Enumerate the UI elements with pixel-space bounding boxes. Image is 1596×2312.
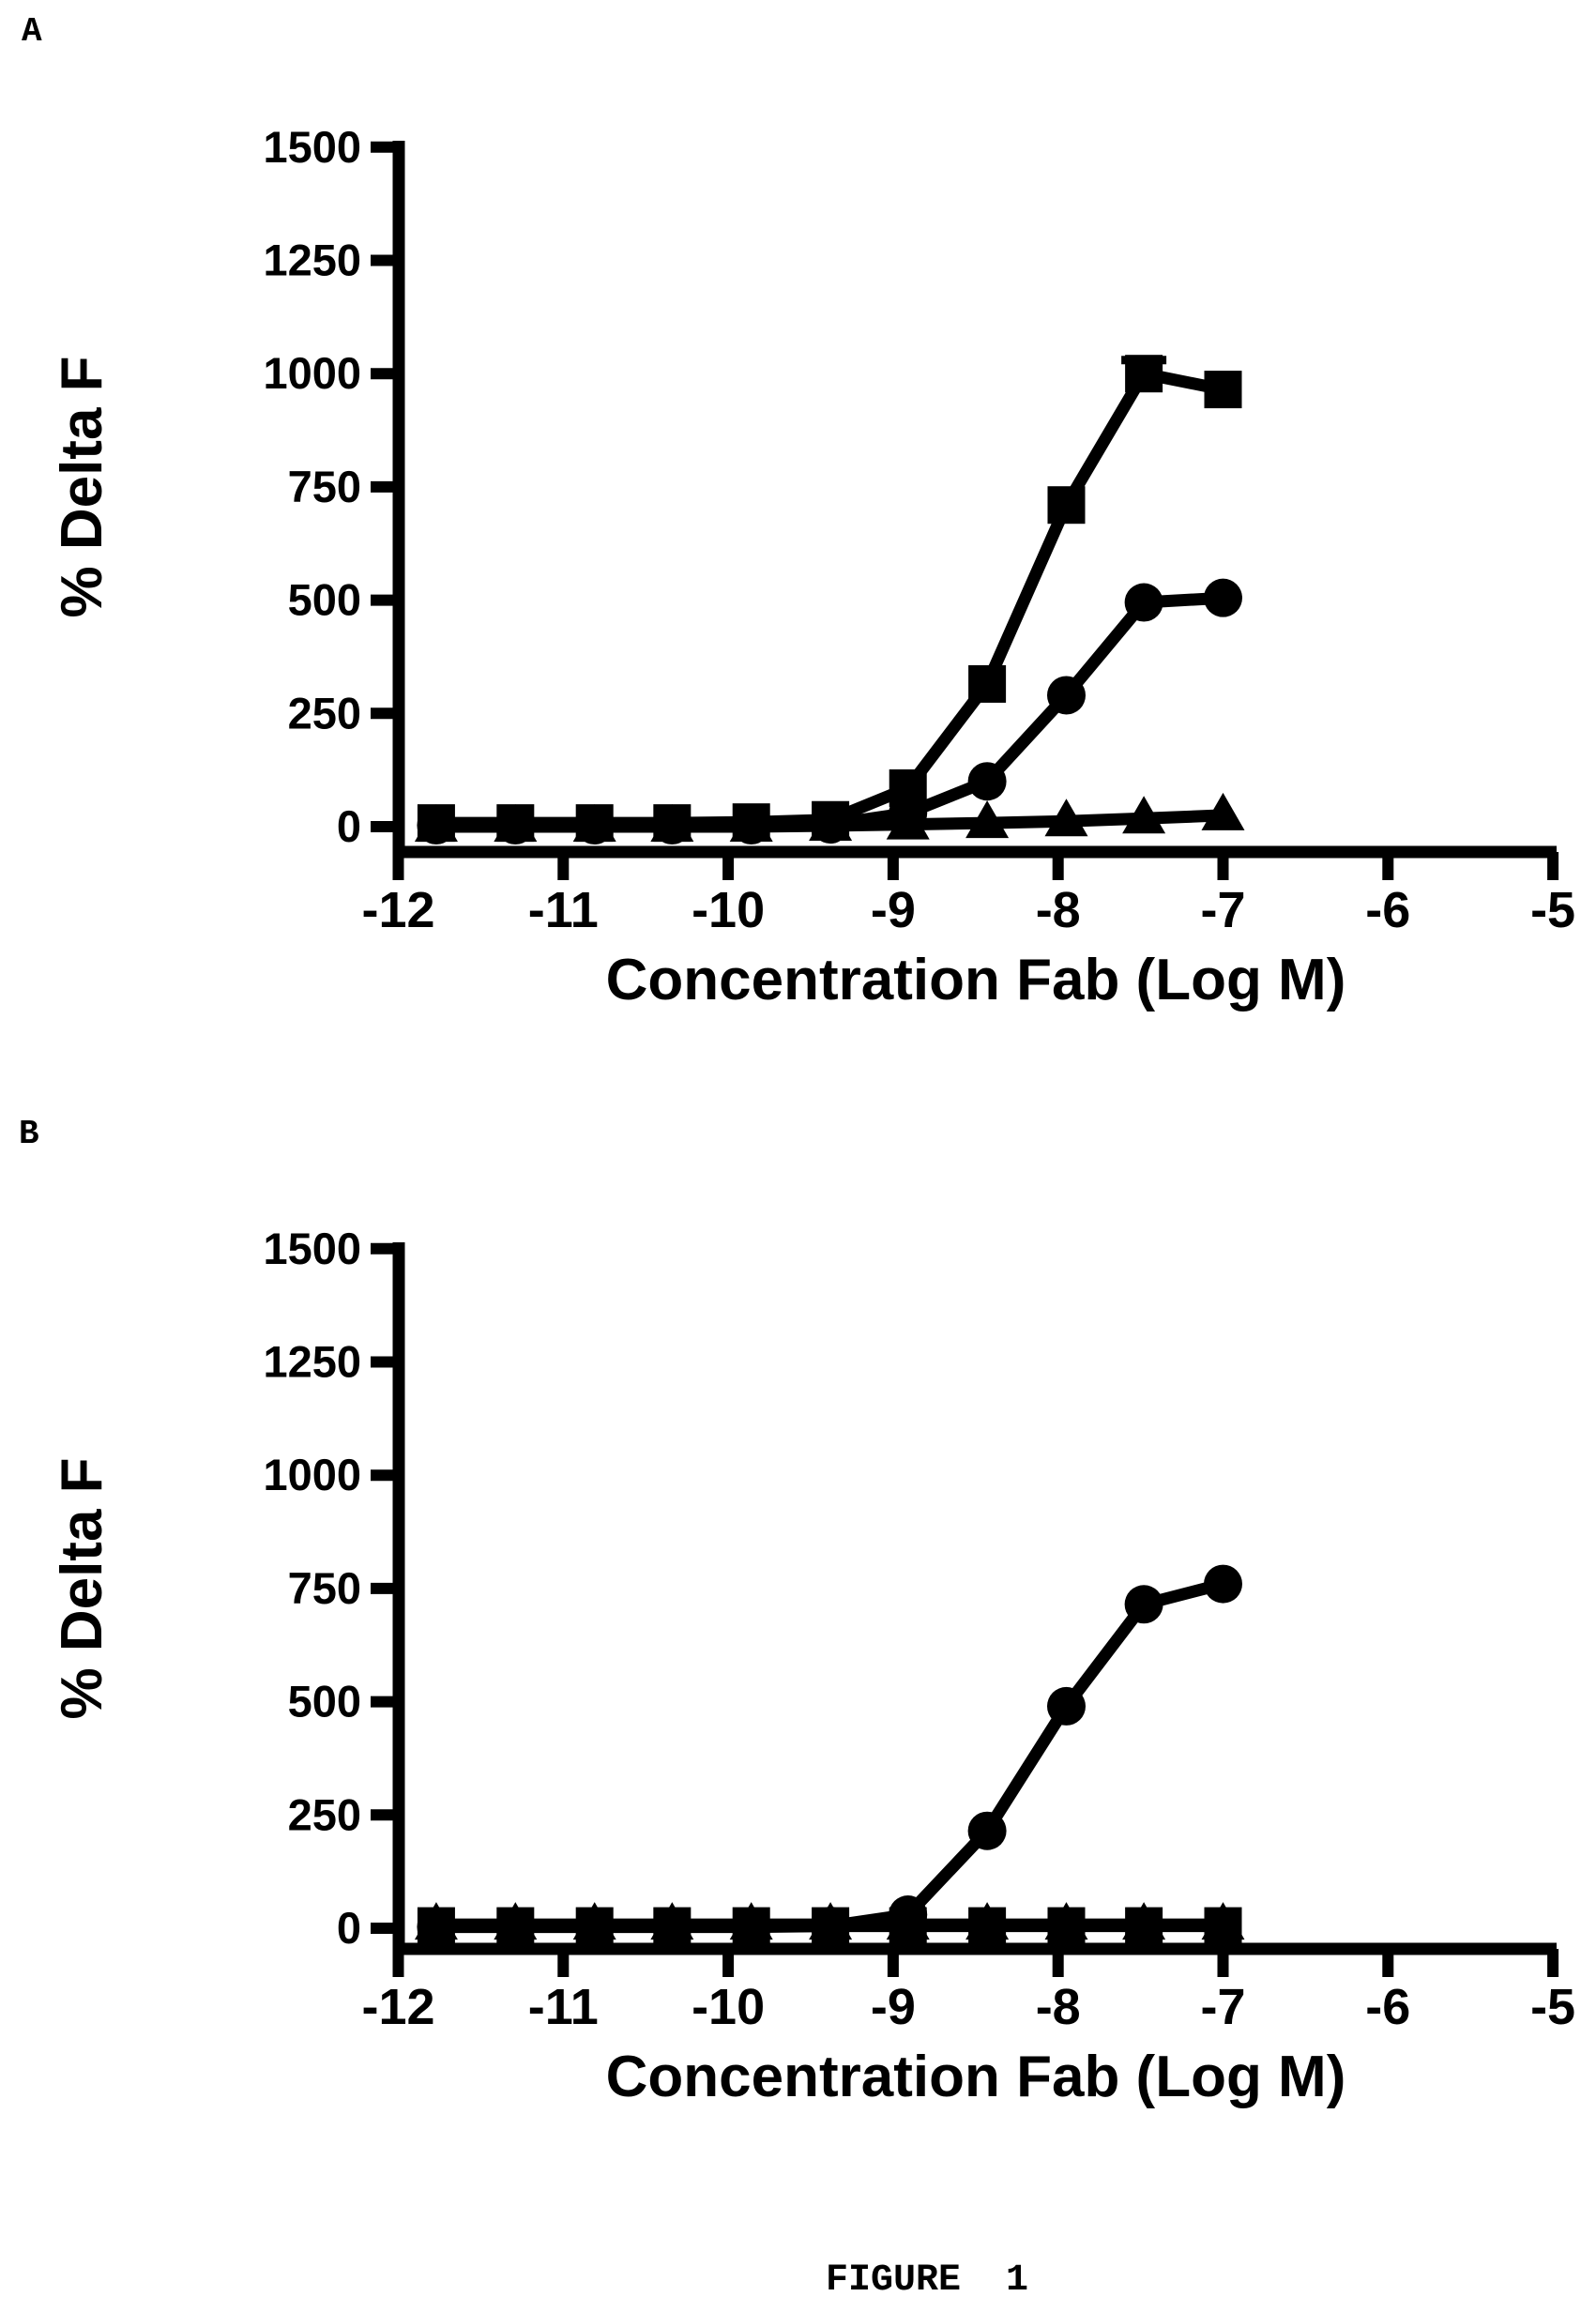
x-tick-label: -5 bbox=[1530, 882, 1575, 938]
y-tick-label: 1250 bbox=[263, 1337, 361, 1387]
square-marker bbox=[889, 768, 927, 807]
circle-marker bbox=[1204, 1564, 1242, 1604]
panel-a-label: A bbox=[22, 12, 42, 51]
square-marker bbox=[496, 1907, 535, 1945]
y-tick-label: 1500 bbox=[263, 1224, 361, 1273]
square-marker bbox=[812, 1907, 850, 1945]
x-tick-label: -8 bbox=[1036, 1979, 1081, 2035]
circle-marker bbox=[1124, 1585, 1163, 1624]
x-tick-label: -9 bbox=[871, 882, 916, 938]
y-tick-label: 250 bbox=[288, 688, 361, 738]
x-tick-label: -11 bbox=[528, 1979, 599, 2035]
circle-marker bbox=[967, 1811, 1007, 1850]
x-tick-label: -9 bbox=[871, 1979, 916, 2035]
x-tick-label: -10 bbox=[692, 1979, 765, 2035]
x-tick-label: -11 bbox=[528, 882, 599, 938]
x-tick-label: -6 bbox=[1365, 882, 1410, 938]
chart-a-x-axis-title: Concentration Fab (Log M) bbox=[606, 948, 1346, 1012]
y-tick-label: 500 bbox=[288, 1677, 361, 1726]
chart-a-axes: 0 250 500 750 1000 1250 1500 -12 -11 -10 -9 -8 -7 -6 -… bbox=[263, 122, 1575, 938]
x-tick-label: -7 bbox=[1200, 1979, 1245, 2035]
circle-marker bbox=[1204, 578, 1242, 617]
circle-marker bbox=[1046, 676, 1086, 715]
square-marker bbox=[889, 1907, 927, 1945]
series-line bbox=[435, 1577, 1225, 1934]
circle-marker bbox=[967, 762, 1007, 801]
series-filled-squares bbox=[417, 1907, 1242, 1945]
y-tick-label: 0 bbox=[337, 801, 361, 851]
x-tick-label: -8 bbox=[1036, 882, 1081, 938]
figure-caption: FIGURE 1 bbox=[826, 2259, 1028, 2302]
x-tick-label: -6 bbox=[1365, 1979, 1410, 2035]
square-marker bbox=[653, 804, 692, 843]
triangle-marker bbox=[1122, 796, 1166, 834]
x-tick-label: -10 bbox=[692, 882, 765, 938]
square-marker bbox=[653, 1907, 692, 1945]
square-marker bbox=[417, 1907, 455, 1945]
circle-marker bbox=[1124, 583, 1163, 622]
series-line bbox=[435, 366, 1224, 829]
y-tick-label: 1500 bbox=[263, 122, 361, 172]
square-marker bbox=[1204, 371, 1242, 409]
y-tick-label: 1000 bbox=[263, 1450, 361, 1499]
square-marker bbox=[1047, 1907, 1086, 1945]
square-marker bbox=[968, 664, 1007, 703]
square-marker bbox=[1204, 1907, 1242, 1945]
chart-b-series bbox=[414, 1564, 1245, 1947]
series-line bbox=[435, 591, 1224, 832]
triangle-marker bbox=[1044, 799, 1088, 837]
square-marker bbox=[732, 803, 770, 842]
square-marker bbox=[812, 800, 850, 839]
square-marker bbox=[575, 1907, 614, 1945]
square-marker bbox=[496, 804, 535, 843]
x-tick-label: -12 bbox=[361, 882, 434, 938]
chart-b-x-axis-title: Concentration Fab (Log M) bbox=[606, 2045, 1346, 2109]
panel-b-label: B bbox=[19, 1115, 39, 1153]
chart-a-y-axis-title: % Delta F bbox=[50, 356, 114, 617]
chart-b-axes: 0 250 500 750 1000 1250 1500 -12 -11 -10 -9 -8 -7 -6 -… bbox=[263, 1224, 1575, 2035]
y-tick-label: 750 bbox=[288, 462, 361, 511]
y-tick-label: 750 bbox=[288, 1563, 361, 1613]
series-filled-squares bbox=[417, 355, 1242, 843]
y-tick-label: 500 bbox=[288, 575, 361, 625]
square-marker bbox=[1125, 355, 1163, 393]
triangle-marker bbox=[1201, 792, 1245, 830]
x-tick-label: -12 bbox=[361, 1979, 434, 2035]
series-filled-circles bbox=[417, 1564, 1242, 1947]
circle-marker bbox=[1046, 1686, 1086, 1726]
y-tick-label: 0 bbox=[337, 1903, 361, 1953]
triangle-marker bbox=[965, 800, 1010, 839]
square-marker bbox=[968, 1907, 1007, 1945]
chart-b-y-axis-title: % Delta F bbox=[50, 1457, 114, 1719]
chart-a-series bbox=[414, 355, 1245, 845]
chart-b: 0 250 500 750 1000 1250 1500 -12 -11 -10 -9 -8 -7 -6 -… bbox=[50, 1224, 1575, 2109]
y-tick-label: 1000 bbox=[263, 348, 361, 398]
square-marker bbox=[417, 804, 455, 843]
y-tick-label: 1250 bbox=[263, 236, 361, 285]
square-marker bbox=[732, 1907, 770, 1945]
square-marker bbox=[1047, 486, 1086, 525]
chart-a: 0 250 500 750 1000 1250 1500 -12 -11 -10 -9 -8 -7 -6 -… bbox=[50, 122, 1575, 1012]
y-tick-label: 250 bbox=[288, 1789, 361, 1839]
x-tick-label: -5 bbox=[1530, 1979, 1575, 2035]
square-marker bbox=[1125, 1907, 1163, 1945]
x-tick-label: -7 bbox=[1200, 882, 1245, 938]
square-marker bbox=[575, 804, 614, 843]
